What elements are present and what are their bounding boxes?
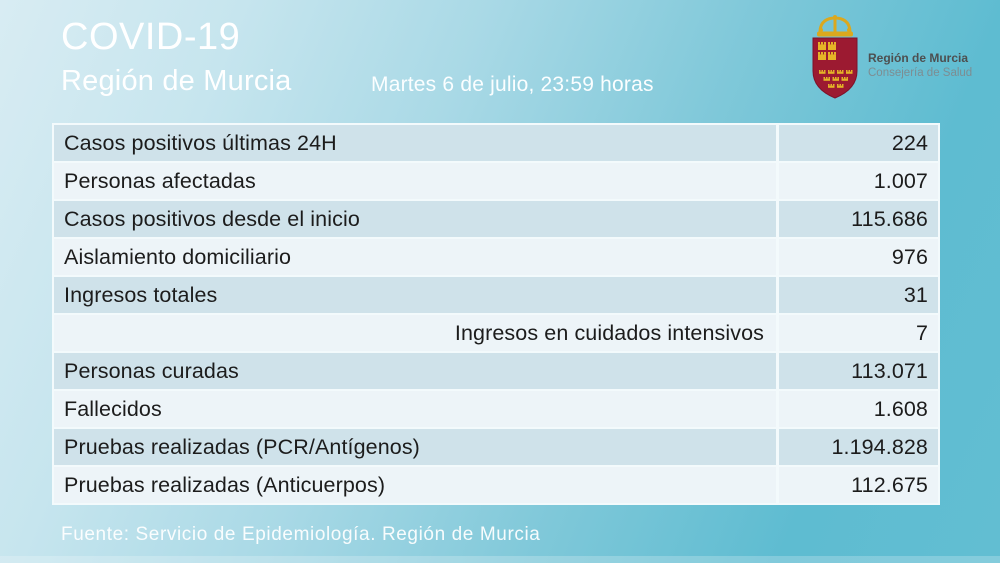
row-label: Pruebas realizadas (PCR/Antígenos) [54, 429, 776, 465]
row-label: Fallecidos [54, 391, 776, 427]
row-label: Personas afectadas [54, 163, 776, 199]
table-row: Casos positivos desde el inicio 115.686 [54, 201, 938, 237]
row-label: Pruebas realizadas (Anticuerpos) [54, 467, 776, 503]
table-row: Pruebas realizadas (Anticuerpos) 112.675 [54, 467, 938, 503]
row-label: Casos positivos desde el inicio [54, 201, 776, 237]
row-value: 7 [779, 315, 938, 351]
row-value: 224 [779, 125, 938, 161]
logo-org-name: Región de Murcia [868, 50, 969, 65]
row-value: 1.194.828 [779, 429, 938, 465]
table-row: Ingresos en cuidados intensivos 7 [54, 315, 938, 351]
row-value: 112.675 [779, 467, 938, 503]
row-value: 31 [779, 277, 938, 313]
table-row: Casos positivos últimas 24H 224 [54, 125, 938, 161]
row-value: 113.071 [779, 353, 938, 389]
report-date: Martes 6 de julio, 23:59 horas [371, 73, 654, 96]
stats-table: Casos positivos últimas 24H 224 Personas a… [52, 123, 940, 505]
table-row: Fallecidos 1.608 [54, 391, 938, 427]
murcia-coat-of-arms-icon [812, 15, 858, 99]
row-value: 1.608 [779, 391, 938, 427]
table-row: Aislamiento domiciliario 976 [54, 239, 938, 275]
table-row: Personas curadas 113.071 [54, 353, 938, 389]
logo-text: Región de Murcia Consejería de Salud [868, 34, 986, 80]
row-label: Ingresos totales [54, 277, 776, 313]
table-row: Pruebas realizadas (PCR/Antígenos) 1.194.… [54, 429, 938, 465]
table-row: Personas afectadas 1.007 [54, 163, 938, 199]
page-title: COVID-19 [61, 16, 241, 58]
table-row: Ingresos totales 31 [54, 277, 938, 313]
row-value: 115.686 [779, 201, 938, 237]
source-note: Fuente: Servicio de Epidemiología. Regió… [61, 524, 541, 545]
row-value: 1.007 [779, 163, 938, 199]
page-subtitle: Región de Murcia [61, 65, 292, 97]
row-label: Casos positivos últimas 24H [54, 125, 776, 161]
row-label: Personas curadas [54, 353, 776, 389]
bottom-highlight-strip [0, 556, 1000, 563]
logo-dept-name: Consejería de Salud [868, 66, 973, 79]
row-value: 976 [779, 239, 938, 275]
row-label: Aislamiento domiciliario [54, 239, 776, 275]
murcia-logo: Región de Murcia Consejería de Salud [809, 15, 986, 99]
row-label: Ingresos en cuidados intensivos [54, 315, 776, 351]
